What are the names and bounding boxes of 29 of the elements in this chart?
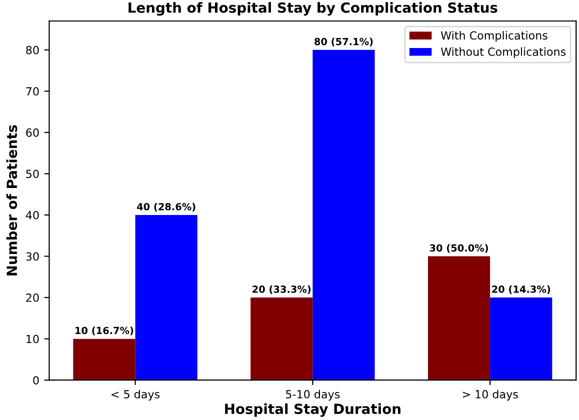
bar (490, 298, 552, 380)
y-tick-label: 70 (26, 87, 39, 96)
x-axis-title: Hospital Stay Duration (225, 403, 400, 417)
y-tick-label: 80 (26, 46, 39, 54)
y-axis-title: Number of Patients (6, 125, 18, 276)
legend-label: Without Complications (440, 47, 566, 58)
y-tick-label: 30 (26, 252, 39, 261)
bar (73, 338, 136, 380)
data-label: 80 (57.1%) (314, 38, 373, 46)
chart-title: Length of Hospital Stay by Complication Status (128, 2, 498, 16)
y-tick-label: 20 (26, 294, 39, 302)
data-label: 20 (33.3%) (252, 285, 311, 294)
y-tick-label: 50 (26, 170, 39, 178)
bar (135, 214, 198, 380)
y-tick-label: 40 (26, 210, 39, 220)
y-tick-label: 0 (33, 376, 39, 384)
legend-label: With Complications (440, 31, 548, 42)
bar (428, 256, 490, 380)
bar (250, 298, 313, 380)
x-tick-label: < 5 days (112, 390, 160, 401)
data-label: 30 (50.0%) (430, 244, 488, 253)
x-tick-label: > 10 days (462, 390, 518, 401)
data-label: 40 (28.6%) (136, 202, 196, 212)
y-tick-label: 60 (26, 128, 39, 137)
x-tick-label: 5-10 days (286, 390, 340, 401)
data-label: 10 (16.7%) (76, 326, 134, 336)
bar (312, 50, 375, 380)
y-tick-label: 10 (26, 334, 39, 344)
data-label: 20 (14.3%) (492, 285, 550, 294)
